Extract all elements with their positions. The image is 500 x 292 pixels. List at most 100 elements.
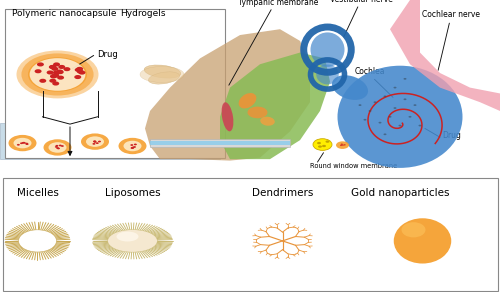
Circle shape <box>118 138 146 154</box>
Circle shape <box>56 147 59 149</box>
Circle shape <box>130 144 134 146</box>
Circle shape <box>86 136 104 147</box>
Circle shape <box>49 65 56 69</box>
Text: Dendrimers: Dendrimers <box>252 188 313 198</box>
Circle shape <box>130 147 134 149</box>
Ellipse shape <box>394 218 451 264</box>
Circle shape <box>342 145 344 146</box>
Circle shape <box>92 143 96 145</box>
Circle shape <box>341 144 343 145</box>
Circle shape <box>374 101 376 103</box>
Circle shape <box>358 104 362 106</box>
FancyBboxPatch shape <box>5 9 225 158</box>
Polygon shape <box>390 0 500 111</box>
Circle shape <box>317 142 321 144</box>
Circle shape <box>418 125 422 126</box>
Circle shape <box>408 116 412 118</box>
Circle shape <box>76 69 84 74</box>
Ellipse shape <box>144 65 181 78</box>
Circle shape <box>94 140 96 142</box>
Circle shape <box>326 140 330 143</box>
Ellipse shape <box>148 72 180 84</box>
Circle shape <box>404 78 406 80</box>
Text: Drug: Drug <box>442 131 462 140</box>
Circle shape <box>78 71 86 75</box>
Circle shape <box>64 67 70 71</box>
Ellipse shape <box>222 102 234 131</box>
Circle shape <box>22 142 26 144</box>
Circle shape <box>52 67 59 71</box>
Circle shape <box>414 104 416 106</box>
Circle shape <box>364 119 366 121</box>
Circle shape <box>8 135 36 151</box>
Circle shape <box>98 141 101 142</box>
Circle shape <box>26 143 29 145</box>
Circle shape <box>132 147 134 148</box>
Circle shape <box>34 69 42 73</box>
Circle shape <box>30 58 86 91</box>
Ellipse shape <box>316 65 339 84</box>
Circle shape <box>74 75 82 79</box>
Circle shape <box>404 98 406 100</box>
Circle shape <box>50 79 56 83</box>
Circle shape <box>61 145 64 147</box>
Circle shape <box>74 68 82 72</box>
Circle shape <box>44 139 72 156</box>
Ellipse shape <box>108 230 158 252</box>
FancyBboxPatch shape <box>150 141 290 145</box>
Text: Hydrogels: Hydrogels <box>120 9 166 18</box>
Ellipse shape <box>338 66 462 168</box>
Circle shape <box>76 67 83 71</box>
Circle shape <box>131 147 134 149</box>
Circle shape <box>46 70 54 74</box>
Text: Round window membrane: Round window membrane <box>310 164 397 169</box>
Text: Liposomes: Liposomes <box>104 188 160 198</box>
Text: Drug: Drug <box>98 50 118 58</box>
Polygon shape <box>220 53 330 159</box>
Circle shape <box>56 70 64 74</box>
Circle shape <box>344 144 345 145</box>
Text: Gold nanoparticles: Gold nanoparticles <box>351 188 449 198</box>
Circle shape <box>133 146 136 148</box>
Ellipse shape <box>310 32 344 67</box>
Circle shape <box>56 69 64 74</box>
Polygon shape <box>145 29 310 161</box>
Circle shape <box>22 142 25 144</box>
Circle shape <box>93 140 96 142</box>
Circle shape <box>56 145 58 147</box>
Circle shape <box>340 145 342 146</box>
Circle shape <box>394 107 396 109</box>
Circle shape <box>388 116 392 118</box>
Circle shape <box>17 144 20 146</box>
Circle shape <box>124 141 142 151</box>
Text: Polymeric nanocapsule: Polymeric nanocapsule <box>12 9 117 18</box>
Circle shape <box>94 141 96 143</box>
Circle shape <box>53 71 60 75</box>
Circle shape <box>57 76 64 80</box>
Circle shape <box>322 145 326 147</box>
Ellipse shape <box>402 222 425 237</box>
Ellipse shape <box>238 93 256 108</box>
Circle shape <box>52 73 59 77</box>
FancyBboxPatch shape <box>0 123 220 159</box>
Circle shape <box>336 141 349 149</box>
Ellipse shape <box>260 117 275 126</box>
Circle shape <box>28 57 87 92</box>
Circle shape <box>96 142 98 144</box>
Circle shape <box>384 133 386 135</box>
Ellipse shape <box>248 107 268 118</box>
Ellipse shape <box>332 75 368 100</box>
Circle shape <box>58 65 65 69</box>
FancyBboxPatch shape <box>2 178 498 291</box>
Circle shape <box>384 95 386 97</box>
Circle shape <box>134 144 137 145</box>
Text: Cochlear nerve: Cochlear nerve <box>422 10 480 19</box>
FancyBboxPatch shape <box>150 140 290 147</box>
Circle shape <box>398 125 402 126</box>
Ellipse shape <box>313 139 332 150</box>
Circle shape <box>18 230 57 252</box>
Circle shape <box>378 122 382 124</box>
Circle shape <box>57 147 60 149</box>
Circle shape <box>368 110 372 112</box>
Ellipse shape <box>140 67 184 83</box>
